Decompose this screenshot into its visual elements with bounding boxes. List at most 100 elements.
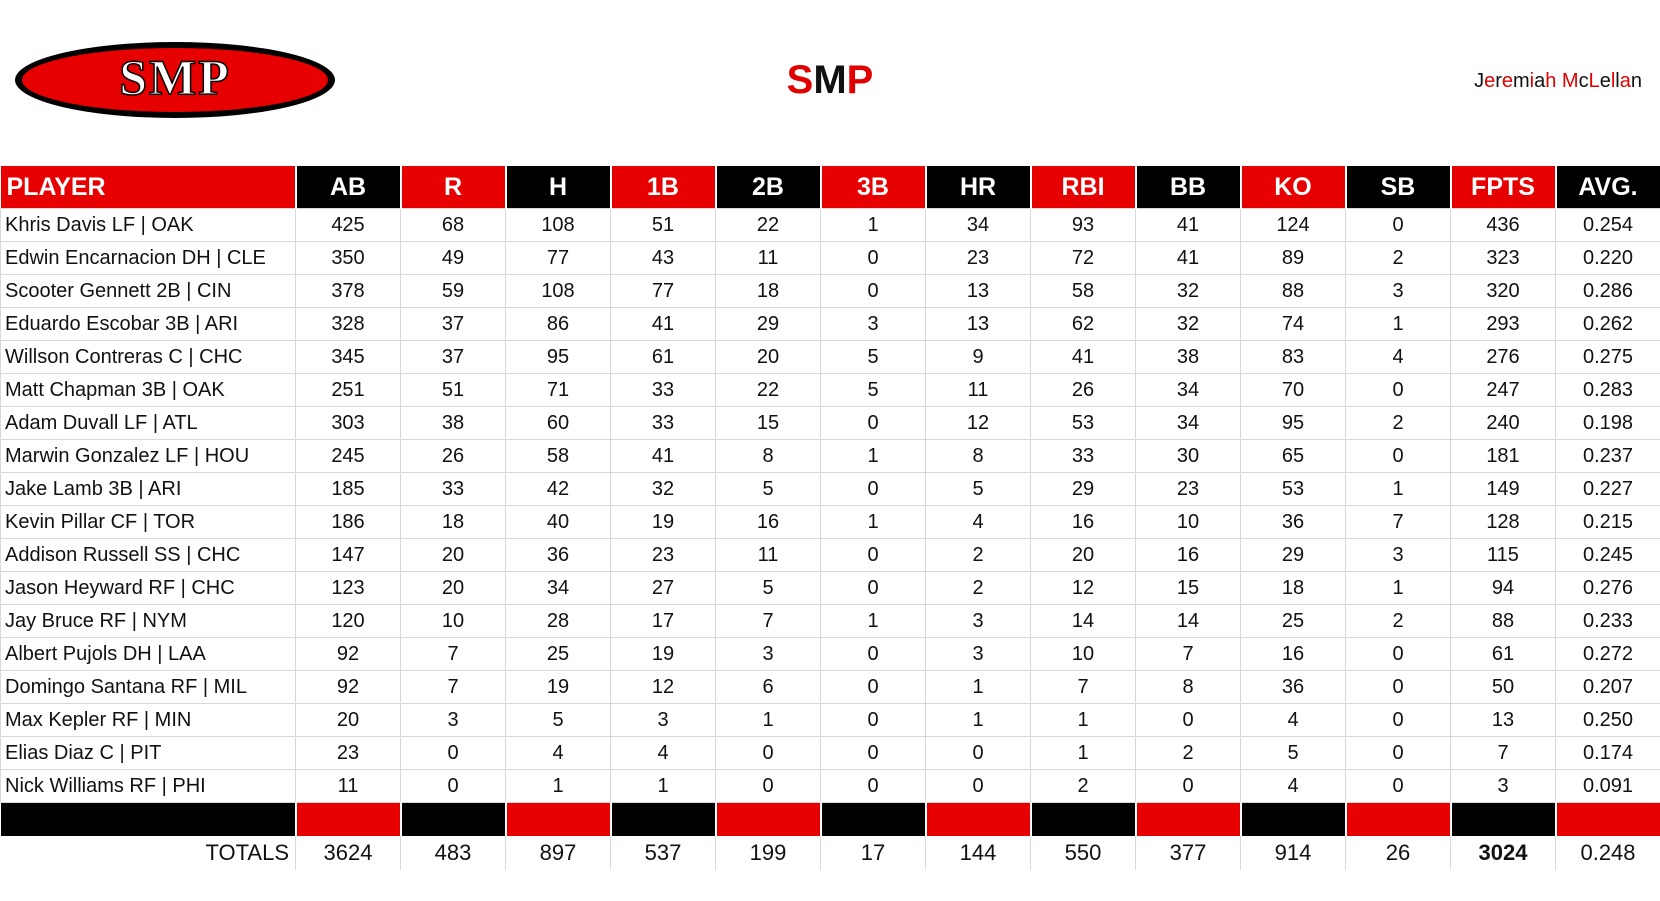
stat-cell: 5 xyxy=(715,472,821,506)
stat-cell: 29 xyxy=(715,307,821,341)
column-header: RBI xyxy=(1030,166,1137,209)
stat-cell: 61 xyxy=(1450,637,1556,671)
stat-cell: 1 xyxy=(1345,571,1451,605)
stat-cell: 2 xyxy=(925,538,1031,572)
total-cell: 3624 xyxy=(295,836,401,870)
stat-cell: 0.220 xyxy=(1555,241,1660,275)
stat-cell: 425 xyxy=(295,208,401,242)
stat-cell: 149 xyxy=(1450,472,1556,506)
separator-cell xyxy=(1030,802,1137,836)
stat-cell: 25 xyxy=(505,637,611,671)
stat-cell: 7 xyxy=(400,637,506,671)
stat-cell: 0.215 xyxy=(1555,505,1660,539)
stat-cell: 1 xyxy=(925,670,1031,704)
stat-cell: 12 xyxy=(1030,571,1136,605)
total-cell: 144 xyxy=(925,836,1031,870)
stat-cell: 26 xyxy=(400,439,506,473)
stat-cell: 20 xyxy=(715,340,821,374)
total-cell: 914 xyxy=(1240,836,1346,870)
stat-cell: 0 xyxy=(715,736,821,770)
stat-cell: 19 xyxy=(610,637,716,671)
stat-cell: 240 xyxy=(1450,406,1556,440)
stat-cell: 20 xyxy=(295,703,401,737)
stat-cell: 32 xyxy=(1135,274,1241,308)
stat-cell: 1 xyxy=(925,703,1031,737)
stat-cell: 53 xyxy=(1240,472,1346,506)
totals-label: TOTALS xyxy=(0,836,296,870)
stat-cell: 59 xyxy=(400,274,506,308)
stat-cell: 20 xyxy=(400,538,506,572)
stat-cell: 7 xyxy=(715,604,821,638)
separator-cell xyxy=(1345,802,1452,836)
stat-cell: 19 xyxy=(505,670,611,704)
player-name: Kevin Pillar CF | TOR xyxy=(0,505,296,539)
stat-cell: 94 xyxy=(1450,571,1556,605)
player-row: Willson Contreras C | CHC 345 37 95 61 20 5 9 41… xyxy=(0,340,1660,374)
stat-cell: 0 xyxy=(1345,769,1451,803)
stat-cell: 0 xyxy=(820,472,926,506)
stat-cell: 16 xyxy=(1240,637,1346,671)
stat-cell: 11 xyxy=(295,769,401,803)
stat-cell: 20 xyxy=(400,571,506,605)
stat-cell: 0 xyxy=(1345,208,1451,242)
stat-cell: 15 xyxy=(715,406,821,440)
stat-cell: 1 xyxy=(820,208,926,242)
stat-cell: 77 xyxy=(610,274,716,308)
stat-cell: 33 xyxy=(1030,439,1136,473)
stat-cell: 41 xyxy=(610,307,716,341)
player-name: Eduardo Escobar 3B | ARI xyxy=(0,307,296,341)
stat-cell: 88 xyxy=(1450,604,1556,638)
separator-cell xyxy=(1240,802,1347,836)
stat-cell: 41 xyxy=(1135,208,1241,242)
stat-cell: 5 xyxy=(715,571,821,605)
title: SMP xyxy=(786,58,874,102)
player-name: Adam Duvall LF | ATL xyxy=(0,406,296,440)
stat-cell: 53 xyxy=(1030,406,1136,440)
player-name: Albert Pujols DH | LAA xyxy=(0,637,296,671)
stat-cell: 0.254 xyxy=(1555,208,1660,242)
player-row: Khris Davis LF | OAK 425 68 108 51 22 1 34 93 41 1… xyxy=(0,208,1660,242)
stat-cell: 23 xyxy=(1135,472,1241,506)
stat-cell: 247 xyxy=(1450,373,1556,407)
stat-cell: 108 xyxy=(505,208,611,242)
stat-cell: 38 xyxy=(400,406,506,440)
separator-cell xyxy=(1555,802,1660,836)
column-header: HR xyxy=(925,166,1032,209)
column-header: KO xyxy=(1240,166,1347,209)
stat-cell: 36 xyxy=(1240,670,1346,704)
stat-cell: 0.283 xyxy=(1555,373,1660,407)
header-row: PLAYER AB R H 1B 2B 3B HR RBI BB KO SB FPTS AVG. xyxy=(0,166,1660,209)
stat-cell: 61 xyxy=(610,340,716,374)
stat-cell: 185 xyxy=(295,472,401,506)
stat-cell: 3 xyxy=(820,307,926,341)
stat-cell: 25 xyxy=(1240,604,1346,638)
total-cell: 537 xyxy=(610,836,716,870)
stat-cell: 33 xyxy=(400,472,506,506)
player-name: Willson Contreras C | CHC xyxy=(0,340,296,374)
stat-cell: 0.207 xyxy=(1555,670,1660,704)
total-cell: 3024 xyxy=(1450,836,1556,870)
stat-cell: 51 xyxy=(610,208,716,242)
player-name: Jason Heyward RF | CHC xyxy=(0,571,296,605)
stat-cell: 32 xyxy=(1135,307,1241,341)
stat-cell: 0.091 xyxy=(1555,769,1660,803)
stat-cell: 89 xyxy=(1240,241,1346,275)
stat-cell: 71 xyxy=(505,373,611,407)
column-header: PLAYER xyxy=(0,166,297,209)
stat-cell: 1 xyxy=(610,769,716,803)
stat-cell: 4 xyxy=(925,505,1031,539)
player-row: Nick Williams RF | PHI 11 0 1 1 0 0 0 2 0 4 0 3 0.091 xyxy=(0,769,1660,803)
column-header: SB xyxy=(1345,166,1452,209)
stat-cell: 115 xyxy=(1450,538,1556,572)
player-row: Jay Bruce RF | NYM 120 10 28 17 7 1 3 14 14 25 2 88 0… xyxy=(0,604,1660,638)
column-header: 1B xyxy=(610,166,717,209)
stat-cell: 0 xyxy=(1345,373,1451,407)
stat-cell: 0 xyxy=(1345,637,1451,671)
separator-cell xyxy=(715,802,822,836)
stat-cell: 0 xyxy=(820,241,926,275)
stat-cell: 2 xyxy=(1345,604,1451,638)
stat-cell: 0 xyxy=(820,571,926,605)
stat-cell: 23 xyxy=(295,736,401,770)
stat-cell: 0 xyxy=(1345,439,1451,473)
player-name: Addison Russell SS | CHC xyxy=(0,538,296,572)
